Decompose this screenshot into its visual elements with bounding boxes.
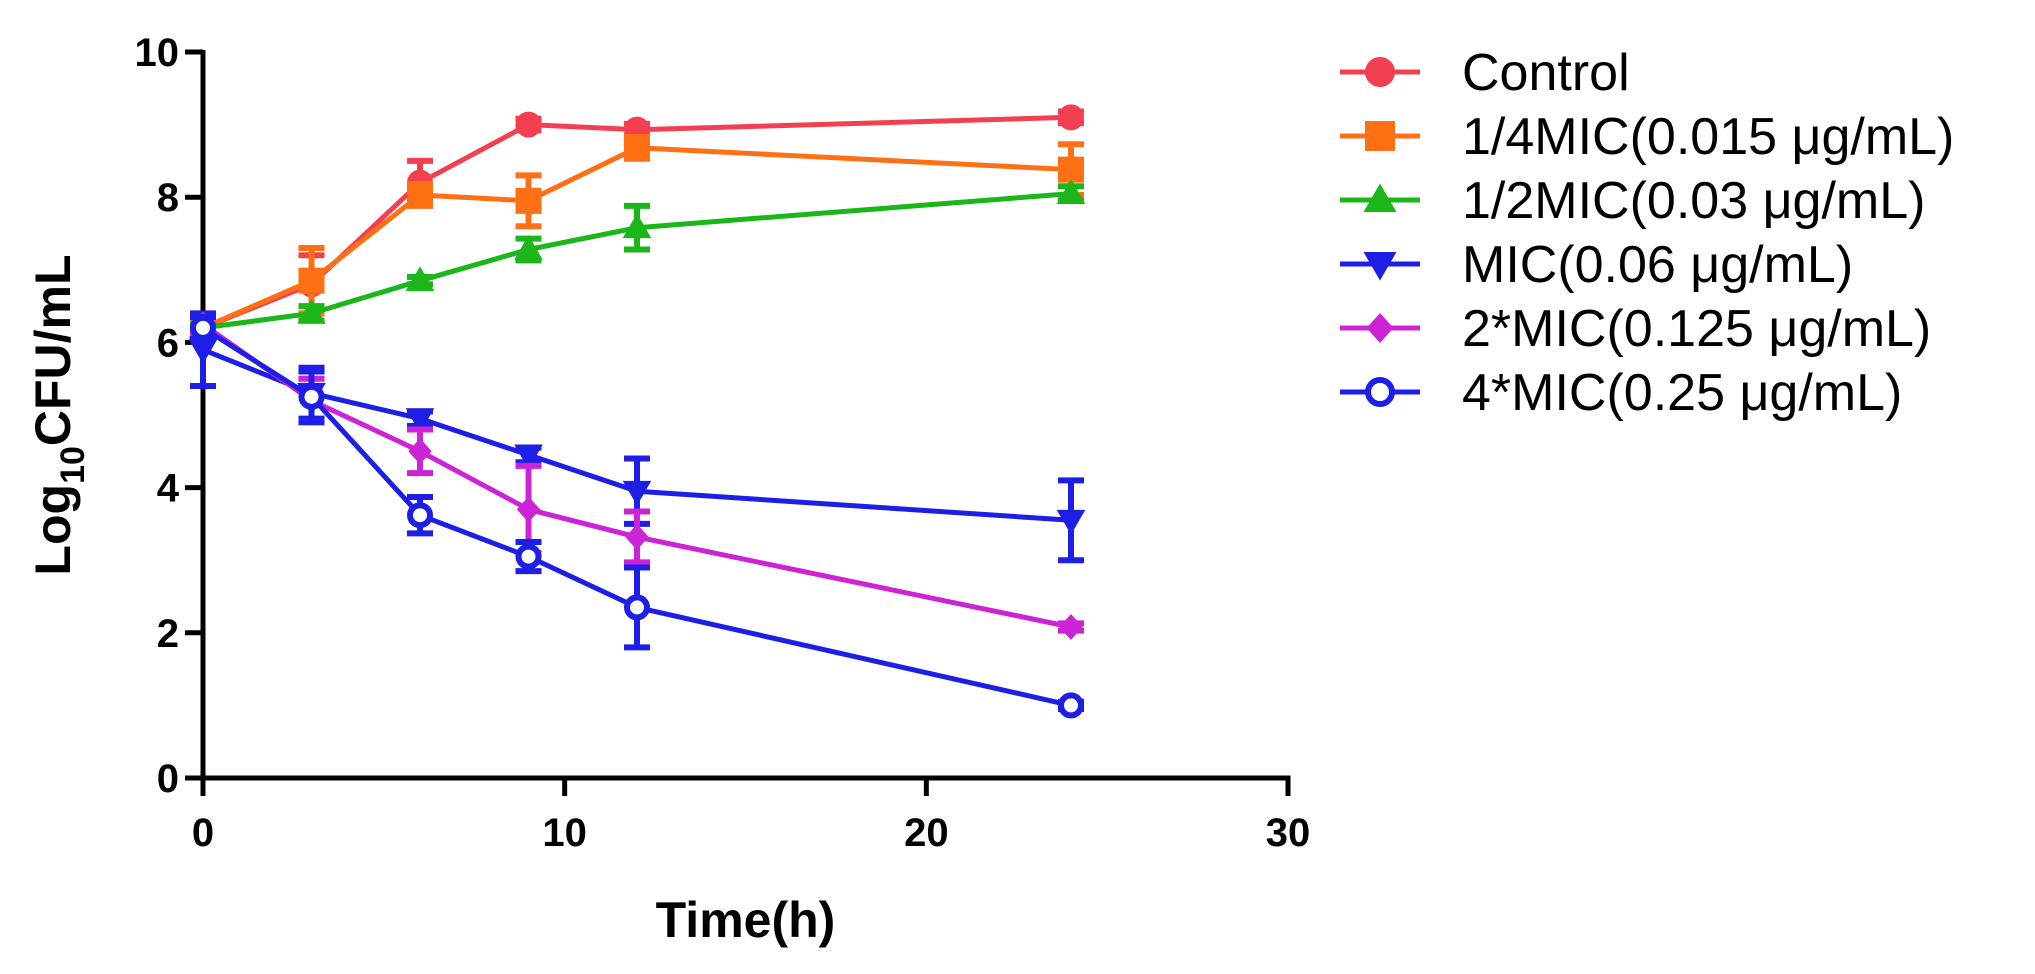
data-point	[515, 111, 542, 138]
y-axis-title: Log10CFU/mL	[25, 254, 92, 575]
data-point	[1056, 179, 1086, 204]
data-point	[622, 213, 652, 239]
y-tick-label: 8	[157, 176, 179, 220]
legend-marker	[1363, 252, 1397, 281]
data-point	[1058, 104, 1084, 131]
data-point	[297, 299, 326, 324]
legend-label: 1/4MIC(0.015 μg/mL)	[1462, 108, 1954, 166]
data-point	[622, 480, 652, 506]
data-point	[188, 339, 218, 364]
series-line	[202, 191, 1072, 331]
data-point	[624, 594, 650, 621]
data-point	[1058, 156, 1084, 183]
series-layer	[188, 104, 1086, 719]
data-point	[405, 408, 435, 433]
data-point	[298, 383, 325, 410]
x-tick-label: 30	[1266, 811, 1311, 855]
x-tick-label: 10	[542, 811, 587, 855]
data-point	[516, 496, 541, 523]
legend-marker	[1365, 57, 1395, 87]
legend-item-5: 4*MIC(0.25 μg/mL)	[1340, 364, 1902, 422]
series-line	[202, 145, 1072, 331]
series-2	[188, 179, 1086, 339]
series-line	[202, 114, 1072, 331]
data-point	[514, 235, 543, 260]
legend-marker	[1363, 183, 1397, 212]
series-line	[201, 325, 1072, 708]
data-point	[408, 438, 432, 465]
legend-item-2: 1/2MIC(0.03 μg/mL)	[1340, 172, 1925, 230]
legend-label: MIC(0.06 μg/mL)	[1462, 236, 1853, 294]
legend-marker	[1365, 121, 1395, 151]
x-tick-label: 20	[904, 811, 949, 855]
legend-label: Control	[1462, 44, 1630, 102]
y-tick-label: 6	[157, 321, 179, 365]
legend-label: 4*MIC(0.25 μg/mL)	[1462, 364, 1902, 422]
legend-marker	[1365, 377, 1395, 407]
data-point	[405, 266, 435, 292]
legend-item-3: MIC(0.06 μg/mL)	[1340, 236, 1853, 294]
data-point	[407, 182, 433, 209]
legend-item-4: 2*MIC(0.125 μg/mL)	[1340, 300, 1931, 358]
data-point	[407, 502, 433, 529]
legend-label: 2*MIC(0.125 μg/mL)	[1462, 300, 1931, 358]
x-axis-title: Time(h)	[656, 892, 836, 948]
x-tick-label: 0	[192, 811, 214, 855]
data-point	[515, 187, 542, 214]
y-tick-label: 0	[157, 757, 179, 801]
data-point	[1058, 692, 1084, 719]
y-tick-label: 10	[135, 31, 180, 75]
data-point	[298, 267, 325, 294]
data-point	[624, 134, 650, 161]
data-point	[515, 543, 542, 570]
legend: Control 1/4MIC(0.015 μg/mL) 1/2MIC(0.03 μg…	[1340, 44, 1954, 422]
legend-label: 1/2MIC(0.03 μg/mL)	[1462, 172, 1925, 230]
series-5	[190, 313, 1084, 719]
legend-marker	[1366, 313, 1394, 343]
data-point	[1059, 613, 1083, 640]
legend-item-1: 1/4MIC(0.015 μg/mL)	[1340, 108, 1954, 166]
axes: 0 2 4 6 8 10 0 10 20 30 Time(h) Log10CFU/mL	[25, 31, 1310, 948]
data-point	[190, 314, 216, 341]
data-point	[1056, 509, 1086, 535]
legend-item-0: Control	[1340, 44, 1630, 102]
data-point	[625, 523, 649, 550]
y-tick-label: 4	[157, 467, 180, 511]
y-tick-label: 2	[157, 612, 179, 656]
data-point	[514, 444, 543, 470]
